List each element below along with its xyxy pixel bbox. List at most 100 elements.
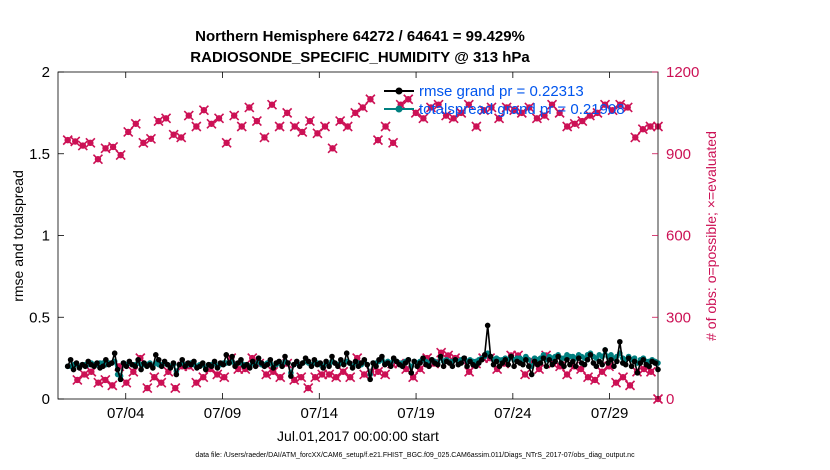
rmse-point bbox=[285, 360, 291, 366]
obs-point-upper bbox=[501, 102, 512, 113]
rmse-point bbox=[373, 363, 379, 370]
obs-point-upper bbox=[478, 105, 489, 116]
obs-cross bbox=[107, 380, 118, 391]
obs-cross bbox=[562, 121, 573, 132]
rmse-point bbox=[593, 363, 600, 370]
obs-cross bbox=[170, 383, 181, 394]
obs-point-lower bbox=[170, 383, 181, 394]
obs-cross bbox=[599, 99, 611, 110]
rmse-point bbox=[505, 361, 512, 368]
y-left-tick-label: 1 bbox=[42, 228, 50, 245]
rmse-point bbox=[326, 363, 332, 370]
rmse-point bbox=[584, 356, 591, 363]
obs-point-upper bbox=[342, 121, 353, 132]
obs-point-upper bbox=[448, 113, 459, 124]
obs-cross bbox=[85, 137, 96, 148]
rmse-point bbox=[311, 356, 318, 363]
obs-point-upper bbox=[494, 113, 505, 124]
obs-point-upper bbox=[516, 107, 527, 118]
rmse-point bbox=[564, 356, 570, 363]
rmse-point bbox=[208, 363, 215, 370]
rmse-point bbox=[646, 363, 652, 370]
obs-cross bbox=[206, 118, 217, 129]
y-left-tick-label: 0 bbox=[42, 391, 50, 408]
obs-point-lower bbox=[561, 369, 573, 380]
obs-cross bbox=[516, 107, 527, 118]
rmse-point bbox=[223, 352, 230, 358]
rmse-point bbox=[511, 363, 517, 370]
obs-cross bbox=[403, 94, 414, 105]
rmse-point bbox=[111, 350, 118, 357]
obs-point-upper bbox=[486, 102, 497, 113]
obs-cross bbox=[183, 110, 194, 121]
rmse-point bbox=[525, 363, 532, 370]
x-tick-label: 07/29 bbox=[591, 405, 629, 422]
obs-cross bbox=[282, 107, 293, 118]
rmse-point bbox=[608, 356, 614, 363]
rmse-point bbox=[191, 358, 197, 365]
obs-point-lower bbox=[645, 366, 657, 377]
obs-point-upper bbox=[304, 115, 315, 127]
y-left-tick-label: 2 bbox=[42, 64, 50, 81]
obs-cross bbox=[212, 369, 223, 380]
rmse-point bbox=[484, 322, 491, 329]
obs-cross bbox=[130, 118, 141, 129]
obs-cross bbox=[331, 372, 342, 383]
rmse-point bbox=[299, 360, 306, 366]
obs-point-lower bbox=[275, 372, 286, 383]
rmse-point bbox=[264, 361, 271, 368]
obs-point-upper bbox=[622, 102, 633, 113]
obs-cross bbox=[274, 121, 285, 132]
rmse-point bbox=[214, 365, 221, 371]
rmse-point bbox=[364, 361, 371, 368]
obs-point-upper bbox=[108, 141, 119, 153]
obs-cross bbox=[471, 121, 482, 132]
obs-point-upper bbox=[221, 137, 232, 148]
obs-cross bbox=[327, 143, 338, 154]
obs-point-lower bbox=[345, 372, 356, 383]
obs-cross bbox=[501, 102, 512, 113]
obs-cross bbox=[584, 110, 595, 121]
y-right-tick-label: 0 bbox=[666, 391, 674, 408]
obs-point-lower bbox=[589, 374, 601, 385]
obs-point-lower bbox=[212, 369, 223, 380]
obs-point-lower bbox=[156, 377, 167, 388]
obs-cross bbox=[324, 369, 335, 380]
obs-point-upper bbox=[441, 110, 452, 121]
obs-point-upper bbox=[546, 99, 558, 110]
obs-point-upper bbox=[77, 140, 88, 151]
obs-point-lower bbox=[79, 369, 90, 380]
rmse-point bbox=[540, 355, 547, 361]
obs-point-upper bbox=[584, 110, 595, 121]
chart-title: Northern Hemisphere 64272 / 64641 = 99.4… bbox=[195, 28, 525, 45]
rmse-point bbox=[570, 358, 576, 365]
obs-point-upper bbox=[524, 102, 535, 113]
rmse-point bbox=[320, 365, 326, 371]
obs-cross bbox=[236, 121, 247, 132]
rmse-point bbox=[199, 360, 206, 366]
obs-point-upper bbox=[198, 105, 209, 116]
obs-point-lower bbox=[303, 383, 314, 394]
obs-point-upper bbox=[456, 107, 467, 118]
y-right-tick-label: 1200 bbox=[666, 64, 699, 81]
obs-cross bbox=[520, 369, 531, 380]
legend-rmse-label: rmse grand pr = 0.22313 bbox=[419, 83, 584, 100]
obs-point-upper bbox=[236, 121, 247, 132]
obs-cross bbox=[592, 107, 603, 118]
obs-point-lower bbox=[338, 366, 349, 377]
obs-point-upper bbox=[85, 137, 96, 148]
obs-cross bbox=[168, 129, 179, 140]
y-left-axis-label: rmse and totalspread bbox=[10, 170, 26, 302]
rmse-point bbox=[614, 358, 620, 365]
obs-point-upper bbox=[380, 121, 391, 132]
obs-point-lower bbox=[324, 369, 335, 380]
obs-point-upper bbox=[539, 110, 550, 121]
obs-cross bbox=[464, 366, 475, 377]
obs-point-lower bbox=[582, 372, 594, 383]
y-right-tick-label: 300 bbox=[666, 309, 691, 326]
rmse-point bbox=[546, 356, 553, 363]
obs-point-upper bbox=[266, 99, 278, 110]
obs-point-upper bbox=[365, 94, 376, 105]
rmse-point bbox=[602, 347, 608, 353]
rmse-point bbox=[123, 363, 130, 370]
